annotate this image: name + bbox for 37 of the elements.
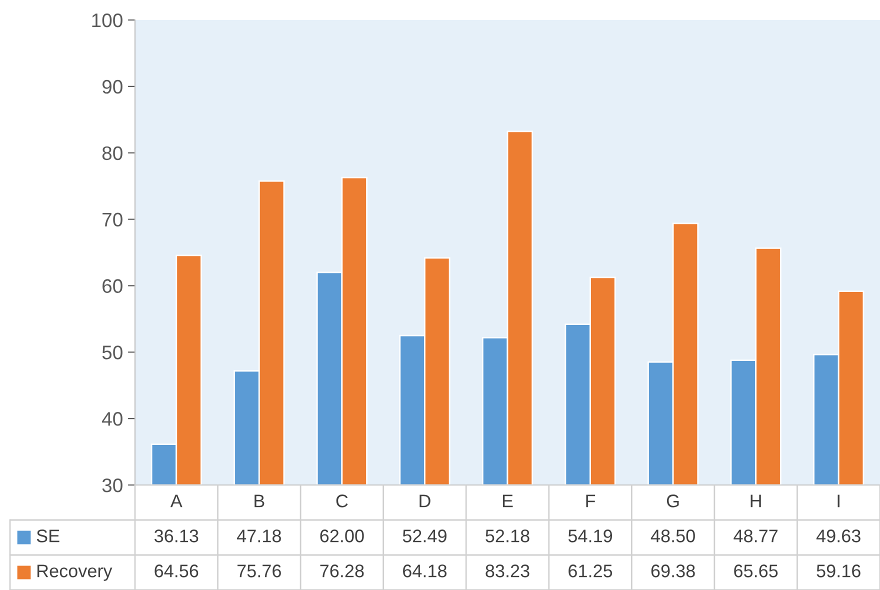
- legend-label: Recovery: [37, 564, 112, 581]
- data-label: 69.38: [651, 564, 695, 578]
- y-tick-label: 80: [102, 146, 122, 160]
- y-tick-label: 100: [92, 13, 122, 28]
- x-tick-label: H: [750, 494, 761, 508]
- data-label: 48.77: [734, 530, 778, 542]
- x-tick-label: G: [666, 494, 679, 508]
- data-label: 48.50: [650, 530, 695, 542]
- x-tick-label: D: [420, 494, 430, 508]
- y-tick-label: 90: [102, 80, 122, 94]
- x-tick-label: C: [336, 494, 348, 508]
- data-label: 49.63: [816, 530, 860, 542]
- x-tick-label: E: [502, 494, 513, 508]
- data-label: 47.18: [236, 530, 281, 542]
- legend-label: SE: [36, 530, 60, 542]
- x-tick-label: I: [838, 494, 840, 508]
- data-label: 61.25: [568, 564, 612, 578]
- x-tick-label: A: [170, 494, 182, 508]
- data-label: 64.56: [154, 564, 198, 578]
- data-label: 62.00: [320, 530, 364, 542]
- x-tick-label: F: [586, 494, 596, 508]
- y-tick-label: 70: [102, 212, 122, 227]
- data-label: 54.19: [568, 530, 612, 542]
- y-tick-label: 50: [102, 346, 122, 360]
- data-label: 83.23: [486, 564, 530, 578]
- x-tick-label: B: [254, 494, 264, 508]
- y-tick-label: 40: [102, 412, 122, 426]
- data-label: 65.65: [734, 564, 778, 578]
- y-tick-label: 30: [102, 478, 122, 492]
- y-tick-label: 60: [102, 279, 122, 293]
- data-label: 52.18: [486, 530, 530, 542]
- data-label: 52.49: [402, 530, 446, 542]
- data-label: 75.76: [238, 564, 281, 578]
- data-label: 76.28: [320, 564, 364, 578]
- data-label: 64.18: [403, 564, 447, 578]
- data-label: 59.16: [816, 564, 860, 578]
- data-label: 36.13: [154, 530, 198, 542]
